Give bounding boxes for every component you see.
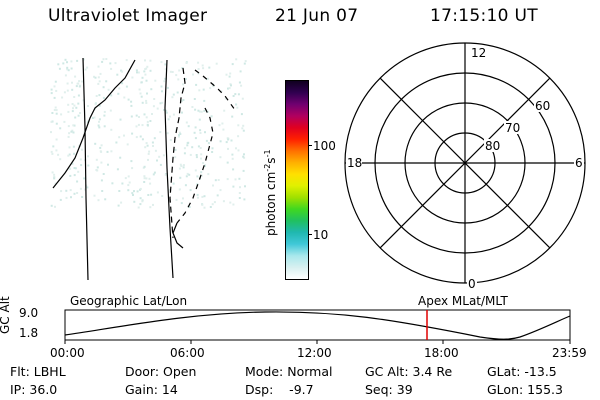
date-label: 21 Jun 07: [275, 6, 359, 26]
seq-status: Seq: 39: [365, 382, 413, 397]
dsp-status: Dsp: -9.7: [245, 382, 314, 397]
time-label: 17:15:10 UT: [430, 6, 538, 26]
mlat-label-80: 80: [485, 139, 500, 153]
colorbar-unit-label: photon cm-2s-1: [263, 149, 278, 236]
gc-alt-status: GC Alt: 3.4 Re: [365, 364, 453, 379]
mode-status: Mode: Normal: [245, 364, 333, 379]
colorbar-tick-100: 100: [313, 139, 336, 153]
mlt-label-6: 6: [575, 156, 583, 170]
geographic-caption: Geographic Lat/Lon: [70, 294, 188, 308]
xtick-2359: 23:59: [552, 346, 587, 360]
ip-status: IP: 36.0: [10, 382, 58, 397]
mlt-label-0: 0: [468, 277, 476, 291]
apex-caption: Apex MLat/MLT: [418, 294, 508, 308]
filter-status: Flt: LBHL: [10, 364, 66, 379]
magnetic-polar-plot: 12 0 18 6 80 70 60: [344, 42, 586, 291]
coastlines: [52, 57, 236, 281]
mlat-label-60: 60: [535, 99, 550, 113]
glon-status: GLon: 155.3: [487, 382, 563, 397]
altitude-timeline: [64, 309, 571, 344]
uv-emission-speckles: [50, 58, 247, 209]
mlat-label-70: 70: [505, 121, 520, 135]
xtick-1200: 12:00: [297, 346, 332, 360]
door-status: Door: Open: [125, 364, 197, 379]
ytick-1-8: 1.8: [19, 326, 39, 340]
altitude-curve: [64, 311, 571, 340]
glat-status: GLat: -13.5: [487, 364, 557, 379]
xtick-0000: 00:00: [50, 346, 85, 360]
mlt-label-12: 12: [471, 46, 486, 60]
xtick-0600: 06:00: [170, 346, 205, 360]
instrument-title: Ultraviolet Imager: [48, 6, 208, 26]
ytick-9: 9.0: [19, 306, 39, 320]
color-scale-bar: [285, 80, 309, 280]
timeline-ylabel: GC Alt: [0, 296, 12, 334]
colorbar-tick-10: 10: [313, 228, 329, 242]
mlt-label-18: 18: [347, 156, 362, 170]
gain-status: Gain: 14: [125, 382, 178, 397]
xtick-1800: 18:00: [424, 346, 459, 360]
geographic-image: [50, 57, 247, 281]
